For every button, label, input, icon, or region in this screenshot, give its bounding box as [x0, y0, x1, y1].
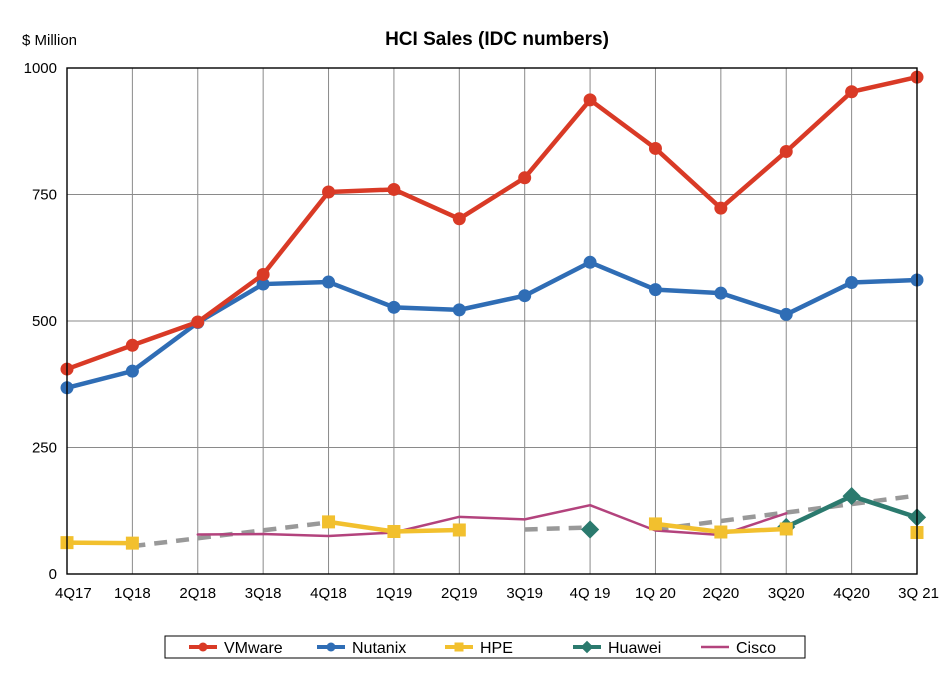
vmware-point — [452, 212, 466, 226]
y-tick-label: 500 — [32, 313, 57, 330]
vmware-point — [648, 141, 662, 155]
vmware-point — [583, 93, 597, 107]
legend-item-nutanix: Nutanix — [317, 640, 406, 657]
nutanix-point — [125, 364, 139, 378]
x-tick-label: 2Q18 — [179, 585, 216, 602]
vmware-point — [714, 201, 728, 215]
axis-tick-labels: 4Q17 1Q18 2Q18 3Q18 4Q18 1Q19 2Q19 3Q19 4Q 19 1Q … — [24, 60, 939, 602]
nutanix-point — [648, 283, 662, 297]
nutanix-point — [845, 276, 859, 290]
legend-label: Cisco — [736, 640, 776, 657]
x-tick-label: 3Q 21 — [898, 585, 939, 602]
hpe-point — [648, 517, 662, 531]
nutanix-point — [387, 300, 401, 314]
hpe-point — [779, 522, 793, 536]
series-hpe — [60, 515, 924, 550]
vmware-point — [191, 315, 205, 329]
plot-border — [66, 67, 918, 575]
vmware-point — [779, 144, 793, 158]
legend-item-huawei: Huawei — [573, 640, 661, 657]
hpe-point — [322, 515, 336, 529]
y-axis-unit-label: $ Million — [22, 32, 77, 49]
legend-item-cisco: Cisco — [701, 640, 776, 657]
vmware-line — [64, 74, 920, 372]
x-tick-label: 1Q19 — [376, 585, 413, 602]
legend-swatch-marker — [198, 642, 208, 652]
trendline-segment — [524, 525, 591, 532]
hpe-point — [125, 536, 139, 550]
nutanix-point — [714, 286, 728, 300]
vmware-point — [518, 171, 532, 185]
vmware-point — [845, 85, 859, 99]
nutanix-point — [452, 303, 466, 317]
huawei-point — [842, 486, 861, 506]
legend-swatch-marker — [580, 640, 594, 654]
hpe-line — [64, 540, 135, 546]
x-tick-label: 2Q19 — [441, 585, 478, 602]
hpe-point — [452, 523, 466, 537]
legend-swatch-marker — [326, 642, 336, 652]
series-cisco — [196, 503, 788, 538]
vmware-point — [387, 182, 401, 196]
x-tick-label: 1Q18 — [114, 585, 151, 602]
nutanix-point — [779, 307, 793, 321]
x-tick-label: 4Q18 — [310, 585, 347, 602]
series-huawei — [580, 486, 927, 539]
vmware-point — [256, 267, 270, 281]
y-tick-label: 250 — [32, 440, 57, 457]
nutanix-point — [583, 255, 597, 269]
cisco-line — [196, 503, 788, 538]
legend-item-vmware: VMware — [189, 640, 283, 657]
nutanix-point — [256, 277, 270, 291]
x-tick-label: 4Q17 — [55, 585, 92, 602]
chart-title: HCI Sales (IDC numbers) — [385, 29, 609, 50]
y-tick-label: 750 — [32, 187, 57, 204]
nutanix-point — [322, 275, 336, 289]
legend-label: VMware — [224, 640, 283, 657]
legend-item-hpe: HPE — [445, 640, 513, 657]
huawei-point — [580, 520, 600, 539]
y-tick-label: 0 — [49, 566, 57, 583]
hpe-point — [714, 525, 728, 539]
x-tick-label: 1Q 20 — [635, 585, 676, 602]
nutanix-point — [518, 289, 532, 303]
data-series — [60, 70, 927, 550]
x-tick-label: 4Q 19 — [570, 585, 611, 602]
legend-label: Nutanix — [352, 640, 406, 657]
legend-label: Huawei — [608, 640, 661, 657]
vmware-point — [125, 338, 139, 352]
x-tick-label: 3Q19 — [506, 585, 543, 602]
legend-box — [164, 635, 806, 659]
legend: VMware Nutanix HPE Huawei Cisco — [164, 635, 806, 659]
x-tick-label: 4Q20 — [833, 585, 870, 602]
x-tick-label: 2Q20 — [702, 585, 739, 602]
vmware-point — [322, 185, 336, 199]
x-tick-label: 3Q20 — [768, 585, 805, 602]
legend-swatch-marker — [454, 642, 464, 652]
x-tick-label: 3Q18 — [245, 585, 282, 602]
hpe-point — [387, 524, 401, 538]
legend-label: HPE — [480, 640, 513, 657]
series-vmware — [60, 70, 924, 376]
y-tick-label: 1000 — [24, 60, 57, 77]
